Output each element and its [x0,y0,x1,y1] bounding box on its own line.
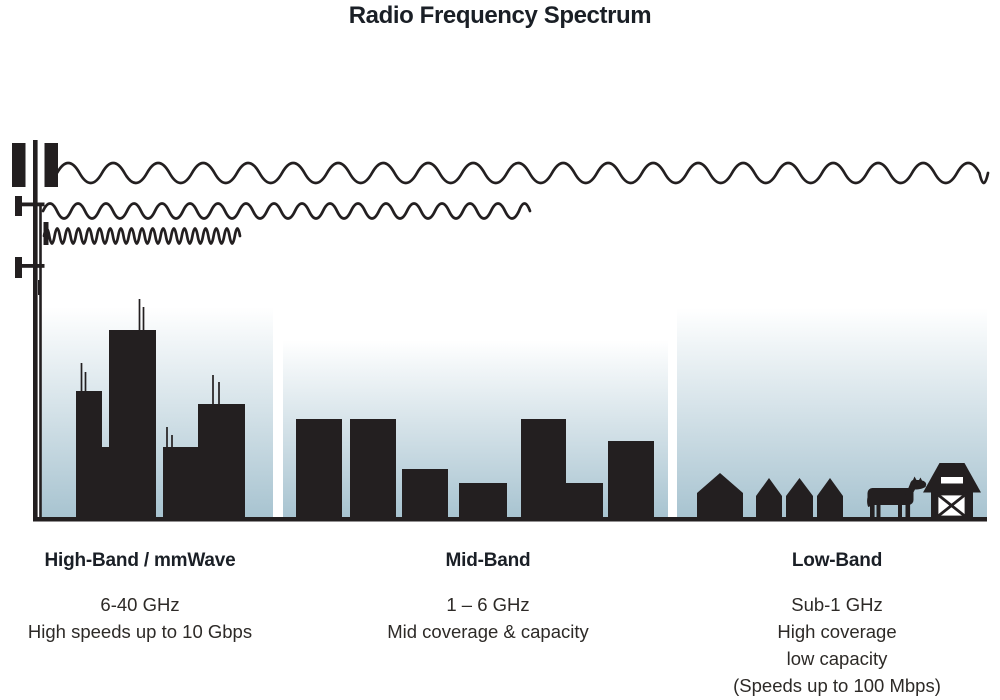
skyscraper-icon [109,330,156,519]
ground-line [33,517,987,522]
mid-band-label: Mid-Band 1 – 6 GHz Mid coverage & capaci… [348,549,628,645]
band-heading-high: High-Band / mmWave [44,550,236,571]
radio-waves [41,161,990,245]
low-band-long-wave [55,161,990,185]
band-detail-line: low capacity [786,648,888,669]
skyscraper-icon [198,404,245,519]
band-detail-line: High coverage [777,621,897,642]
building-icon [296,419,342,519]
band-detail-line: 6-40 GHz [100,594,180,615]
high-band-label: High-Band / mmWave 6-40 GHz High speeds … [0,549,280,645]
house-icon [786,478,813,519]
low-band-houses [697,473,843,519]
building-icon [459,483,507,519]
band-detail-line: (Speeds up to 100 Mbps) [733,675,941,696]
house-icon [817,478,843,519]
low-band-label: Low-Band Sub-1 GHz High coverage low cap… [697,549,977,699]
building-icon [608,441,654,519]
skyscraper-icon [76,391,102,519]
house-icon [756,478,782,519]
barn-icon [923,463,981,519]
cell-tower-icon [12,140,58,520]
skyscraper-icon [163,447,198,519]
mid-band-skyline [296,419,654,519]
page-title: Radio Frequency Spectrum [348,2,652,29]
building-icon [566,483,603,519]
building-icon [350,419,396,519]
band-detail-line: Sub-1 GHz [791,594,883,615]
mid-band-medium-wave [41,202,532,220]
band-detail-line: 1 – 6 GHz [446,594,530,615]
high-band-short-wave [42,227,242,245]
building-icon [521,419,566,519]
house-icon [697,473,743,519]
cow-icon [867,476,927,518]
building-icon [402,469,448,519]
skyscraper-icon [102,447,109,519]
band-heading-mid: Mid-Band [445,550,531,571]
high-band-skyline [76,299,245,519]
band-detail-line: High speeds up to 10 Gbps [27,621,253,642]
band-detail-line: Mid coverage & capacity [387,621,589,642]
band-heading-low: Low-Band [791,550,883,571]
rf-spectrum-canvas [12,140,990,522]
